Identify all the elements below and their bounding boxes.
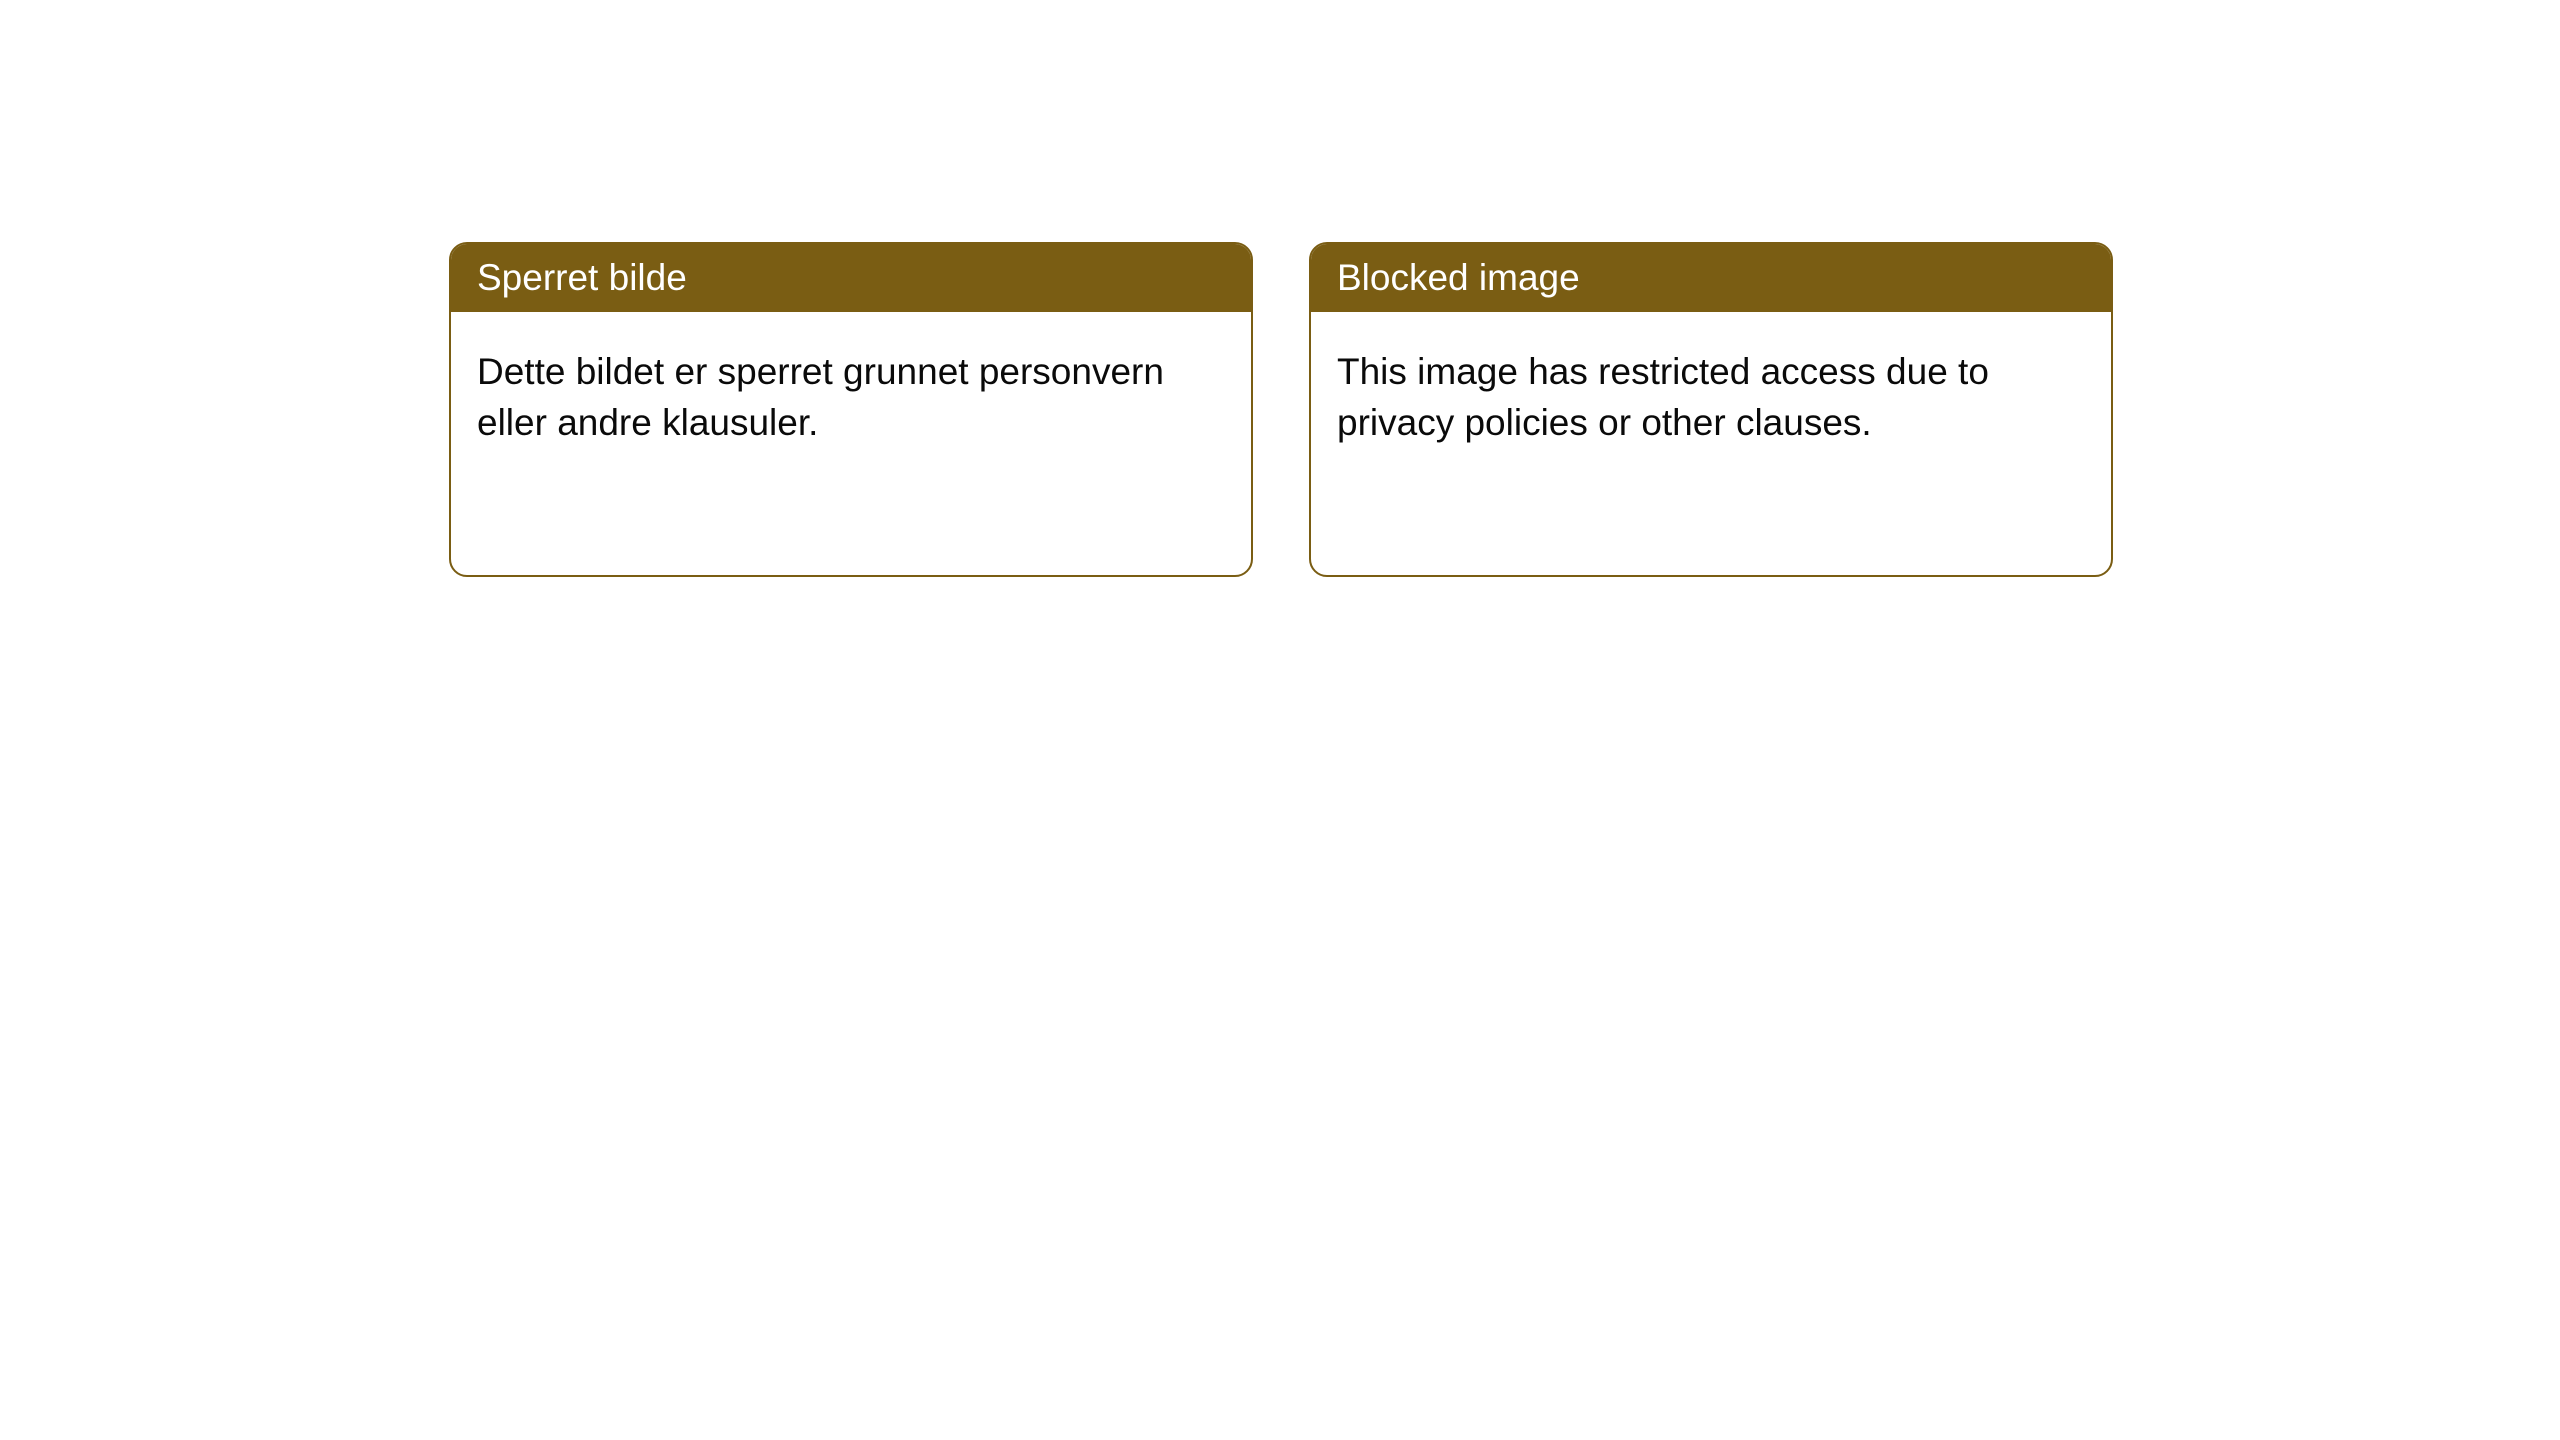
notice-body: This image has restricted access due to … — [1311, 312, 2111, 482]
notice-header: Sperret bilde — [451, 244, 1251, 312]
notice-card-english: Blocked image This image has restricted … — [1309, 242, 2113, 577]
notice-body: Dette bildet er sperret grunnet personve… — [451, 312, 1251, 482]
notice-container: Sperret bilde Dette bildet er sperret gr… — [0, 0, 2560, 577]
notice-card-norwegian: Sperret bilde Dette bildet er sperret gr… — [449, 242, 1253, 577]
notice-header: Blocked image — [1311, 244, 2111, 312]
